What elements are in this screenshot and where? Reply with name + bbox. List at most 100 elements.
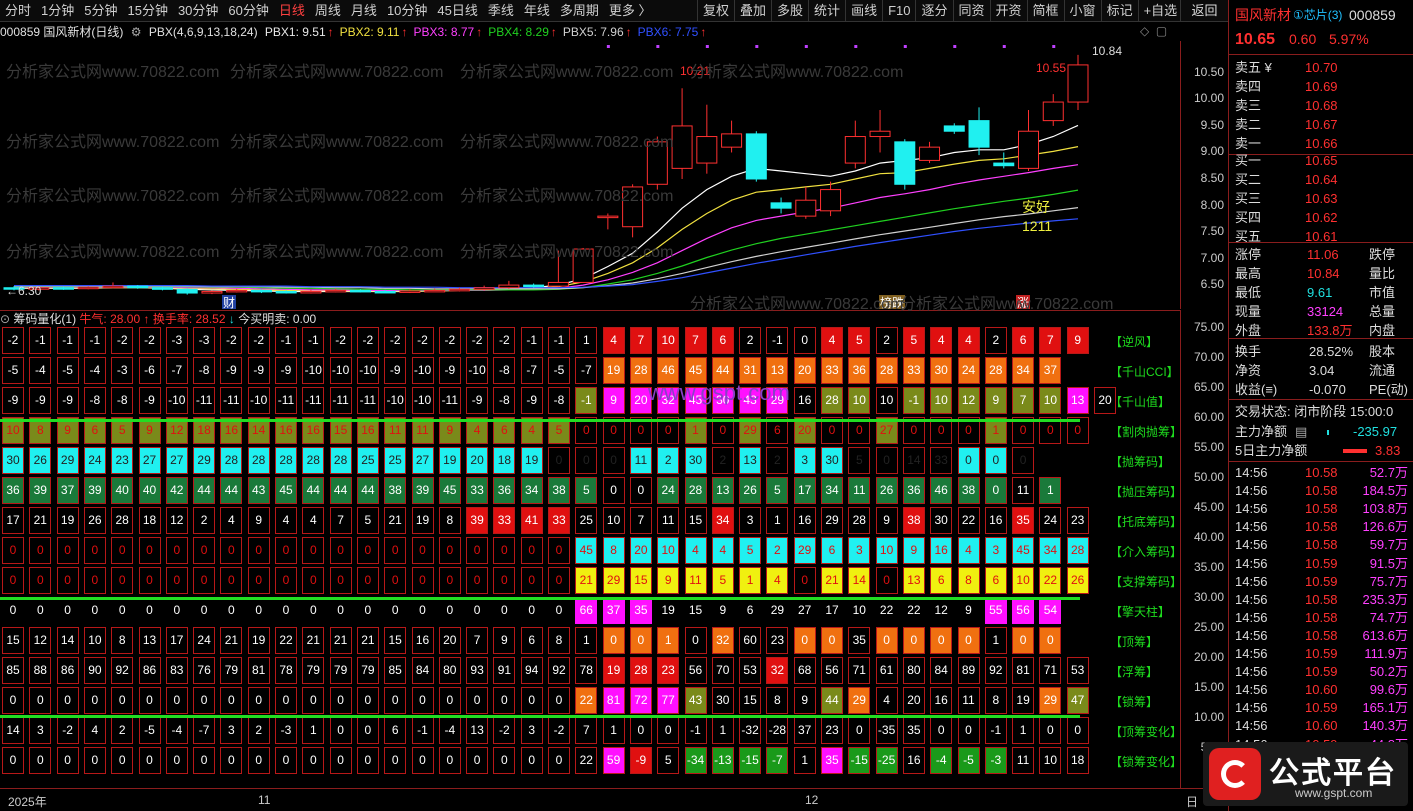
tool-button-5[interactable]: F10 — [882, 0, 915, 22]
tick-row: 14:56 10.59 111.9万 — [1229, 644, 1413, 663]
chip-cell: 6 — [384, 717, 407, 744]
chip-tick-0: 75.00 — [1193, 320, 1224, 334]
chip-cell: 0 — [111, 567, 134, 594]
chip-cell: 27 — [165, 447, 188, 474]
chip-cell: 0 — [629, 417, 652, 444]
period-tab-13[interactable]: 多周期 — [559, 2, 599, 18]
candle-body — [820, 189, 842, 212]
period-tab-0[interactable]: 分时 — [5, 2, 32, 18]
kline-chart[interactable]: 10.84 10.21 10.55 ←6.30 安好 1211 财 榜跌 涨 — [0, 41, 1180, 309]
tool-button-9[interactable]: 简框 — [1026, 0, 1064, 22]
period-tab-1[interactable]: 1分钟 — [41, 2, 75, 18]
period-tab-9[interactable]: 10分钟 — [386, 2, 428, 18]
chip-cell: 0 — [930, 717, 953, 744]
candle-body — [646, 141, 668, 185]
pbx-arrow-icon-1: ↑ — [327, 25, 334, 39]
chip-cell: 5 — [657, 747, 680, 774]
period-tab-2[interactable]: 5分钟 — [84, 2, 118, 18]
tool-button-7[interactable]: 同资 — [952, 0, 990, 22]
chip-cell: -2 — [493, 717, 516, 744]
chip-cell: 2 — [193, 507, 216, 534]
settings-icon[interactable]: ⚙ — [130, 25, 142, 39]
chip-cell: 1 — [793, 747, 816, 774]
tick-price: 10.58 — [1305, 627, 1338, 643]
chip-cell: 9 — [965, 603, 972, 617]
formula-label[interactable]: PBX(4,6,9,13,18,24) — [148, 25, 258, 39]
period-tab-14[interactable]: 更多 〉 — [608, 2, 652, 18]
tool-button-10[interactable]: 小窗 — [1063, 0, 1101, 22]
chip-cell: 0 — [528, 603, 536, 617]
tool-button-11[interactable]: 标记 — [1100, 0, 1138, 22]
tool-button-6[interactable]: 逐分 — [915, 0, 952, 22]
tick-price: 10.58 — [1305, 483, 1338, 499]
tick-time: 14:56 — [1235, 718, 1268, 734]
period-tab-7[interactable]: 周线 — [314, 2, 341, 18]
chip-cell: 0 — [875, 447, 898, 474]
period-tab-5[interactable]: 60分钟 — [228, 2, 269, 18]
period-tab-10[interactable]: 45日线 — [437, 2, 478, 18]
candle-body — [1042, 101, 1064, 122]
chip-cell: 1 — [684, 417, 707, 444]
chip-cell: 27 — [138, 447, 161, 474]
chip-cell: 36 — [493, 477, 516, 504]
collapse-icon[interactable]: ⊙ — [0, 312, 11, 326]
candle-body — [993, 162, 1015, 167]
chip-cell: 9 — [875, 507, 898, 534]
period-tab-3[interactable]: 15分钟 — [127, 2, 168, 18]
chip-cell: 4 — [220, 507, 243, 534]
main-net-icon[interactable]: ▤ — [1295, 424, 1308, 439]
candle-body — [176, 288, 198, 294]
chip-cell: 19 — [602, 657, 625, 684]
chip-cell: 24 — [193, 627, 216, 654]
tool-button-12[interactable]: +自选 — [1137, 0, 1183, 22]
chip-cell: 80 — [438, 657, 461, 684]
chip-title[interactable]: 筹码量化(1) — [13, 312, 77, 326]
chip-cell: 14 — [56, 627, 79, 654]
chip-cell: 0 — [29, 747, 52, 774]
chip-cell: 4 — [83, 717, 106, 744]
chip-cell: -5 — [2, 357, 24, 384]
stat-label2: 市值 — [1369, 285, 1396, 300]
chip-cell: 9 — [602, 387, 625, 414]
chip-cell: 36 — [848, 357, 871, 384]
chip-cell: 76 — [193, 657, 216, 684]
chip-cell: 35 — [629, 597, 652, 624]
period-tab-8[interactable]: 月线 — [350, 2, 377, 18]
period-tab-4[interactable]: 30分钟 — [177, 2, 219, 18]
chip-cell: 13 — [902, 567, 925, 594]
chip-cell: 11 — [657, 507, 680, 534]
chip-cell: 21 — [821, 567, 843, 594]
period-tab-6[interactable]: 日线 — [278, 2, 305, 18]
sep-1 — [1229, 54, 1413, 55]
tool-button-0[interactable]: 复权 — [697, 0, 734, 22]
diamond-icon[interactable]: ◇ — [1140, 24, 1150, 38]
chip-cell: -1 — [548, 327, 570, 354]
chip-cell: 12 — [29, 627, 52, 654]
chip-cell: 59 — [602, 747, 625, 774]
tool-button-4[interactable]: 画线 — [845, 0, 882, 22]
bid-price: 10.61 — [1305, 229, 1338, 244]
chip-cell: 9 — [657, 567, 680, 594]
chip-cell: 0 — [821, 627, 843, 654]
ask-row-3: 卖三 10.68 — [1229, 96, 1413, 115]
chip-cell: 23 — [1066, 507, 1089, 534]
period-tab-11[interactable]: 季线 — [487, 2, 514, 18]
tool-button-2[interactable]: 多股 — [771, 0, 808, 22]
stock-name: 国风新材 — [1235, 7, 1291, 23]
chip-cell: 93 — [466, 657, 489, 684]
return-button[interactable]: 返回 — [1180, 0, 1228, 22]
chip-tag[interactable]: ①芯片(3) — [1293, 8, 1343, 22]
tool-button-3[interactable]: 统计 — [808, 0, 845, 22]
restore-icon[interactable]: ▢ — [1155, 24, 1168, 38]
chip-cell: 9 — [138, 417, 161, 444]
ask-price: 10.67 — [1305, 117, 1338, 132]
candle-body — [201, 290, 223, 294]
chip-cell: 10 — [1039, 747, 1062, 774]
tool-button-8[interactable]: 开资 — [989, 0, 1027, 22]
chip-cell: -11 — [275, 387, 297, 414]
tool-button-1[interactable]: 叠加 — [734, 0, 771, 22]
tick-volume: 111.9万 — [1364, 646, 1408, 661]
candle-body — [275, 290, 297, 294]
tick-price: 10.59 — [1305, 646, 1338, 661]
period-tab-12[interactable]: 年线 — [523, 2, 550, 18]
